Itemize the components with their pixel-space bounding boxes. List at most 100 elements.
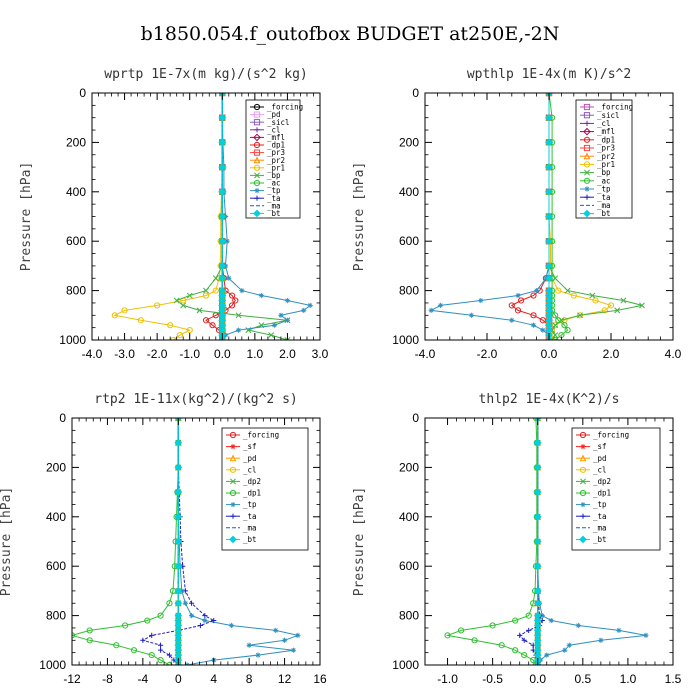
legend-label: _sf [243, 442, 257, 451]
data-point [174, 599, 183, 608]
legend-entry: _dp1 [250, 141, 285, 150]
legend-label: _bt [243, 535, 257, 544]
data-point [566, 642, 572, 648]
data-point [284, 317, 291, 323]
series-dp1 [72, 418, 182, 665]
panel-title: rtp2 1E-11x(kg^2)/(kg^2 s) [94, 392, 298, 407]
data-point [533, 537, 542, 546]
data-point [122, 622, 129, 629]
data-point [148, 652, 155, 659]
legend-label: _tp [593, 500, 607, 509]
legend-marker [583, 127, 591, 136]
data-point [545, 262, 553, 270]
data-point [533, 438, 542, 447]
legend-label: _dp2 [243, 477, 261, 486]
data-point [174, 488, 183, 496]
legend-label: _sicl [267, 118, 290, 127]
y-tick-label: 1000 [59, 333, 86, 347]
legend-marker [254, 127, 260, 133]
data-point [301, 307, 307, 313]
legend-entry: _forcing [250, 103, 303, 112]
legend-entry: _ma [580, 201, 611, 210]
plot-area [428, 93, 645, 340]
legend-label: _dp2 [593, 477, 611, 486]
data-point [533, 512, 542, 521]
data-point [86, 627, 93, 634]
y-tick-label: 600 [46, 559, 66, 573]
data-point [166, 652, 173, 658]
legend-entry: _forcing [580, 103, 633, 112]
data-point [188, 613, 195, 619]
data-point [174, 438, 183, 447]
legend-marker [229, 535, 237, 544]
data-point [149, 632, 155, 638]
legend-marker [584, 194, 590, 200]
series-dp1 [444, 418, 540, 665]
legend-label: _dp1 [593, 489, 611, 498]
x-tick-label: 0 [175, 672, 182, 686]
legend-label: _ta [267, 194, 281, 203]
data-point [548, 617, 554, 624]
legend-marker [580, 502, 586, 508]
data-point [271, 322, 277, 328]
legend-marker [579, 466, 587, 473]
legend-marker [254, 172, 260, 179]
legend-entry: _ta [226, 512, 257, 521]
data-point [235, 312, 242, 319]
y-tick-label: 600 [399, 234, 419, 248]
y-axis-label: Pressure [hPa] [0, 487, 14, 597]
legend-label: _bp [597, 168, 611, 177]
data-point [592, 297, 599, 304]
chart-panel-1: wprtp 1E-7x(m kg)/(s^2 kg) Pressure [hPa]… [19, 67, 329, 361]
legend-entry: _dp2 [576, 477, 611, 486]
legend-label: _ta [243, 512, 257, 521]
legend-label: _tp [243, 500, 257, 509]
data-point [290, 647, 297, 653]
legend-label: _bt [267, 209, 281, 218]
legend-entry: _bt [576, 535, 607, 544]
data-point [530, 322, 537, 328]
legend-entry: _ta [580, 193, 611, 202]
legend-entry: _tp [580, 185, 611, 194]
data-point [555, 287, 562, 294]
data-point [518, 297, 525, 304]
plot-area [444, 418, 649, 665]
legend-entry: _dp1 [576, 489, 611, 498]
data-point [186, 292, 193, 299]
series-bt [174, 418, 183, 665]
data-point [598, 637, 604, 643]
data-point [532, 418, 540, 422]
legend-marker [253, 119, 261, 126]
y-tick-label: 800 [399, 609, 419, 623]
legend-marker [583, 136, 591, 143]
x-tick-label: -2.0 [477, 347, 498, 361]
legend-marker [583, 177, 591, 184]
data-point [521, 652, 528, 659]
legend-entry: _pd [250, 110, 281, 119]
legend-label: _mfl [267, 133, 285, 142]
data-point [471, 637, 478, 644]
legend-entry: _ma [576, 523, 607, 532]
legend-marker [229, 431, 237, 439]
data-point [166, 661, 173, 665]
legend-label: _ac [597, 176, 611, 185]
legend-marker [253, 141, 261, 149]
data-point [130, 647, 138, 654]
data-point [202, 292, 210, 299]
data-point [521, 637, 527, 643]
data-point [545, 237, 553, 246]
legend-marker [253, 103, 261, 111]
data-point [111, 312, 118, 319]
data-point [174, 512, 183, 521]
legend-entry: _ac [580, 176, 611, 185]
data-point [533, 488, 542, 496]
legend-marker [584, 186, 590, 192]
data-point [121, 307, 128, 314]
y-tick-label: 0 [59, 411, 66, 425]
data-point [643, 632, 649, 638]
data-point [534, 288, 540, 294]
data-point [157, 612, 164, 619]
x-tick-label: 1.0 [620, 672, 637, 686]
x-tick-label: 8 [246, 672, 253, 686]
legend-entry: _bt [250, 209, 281, 218]
